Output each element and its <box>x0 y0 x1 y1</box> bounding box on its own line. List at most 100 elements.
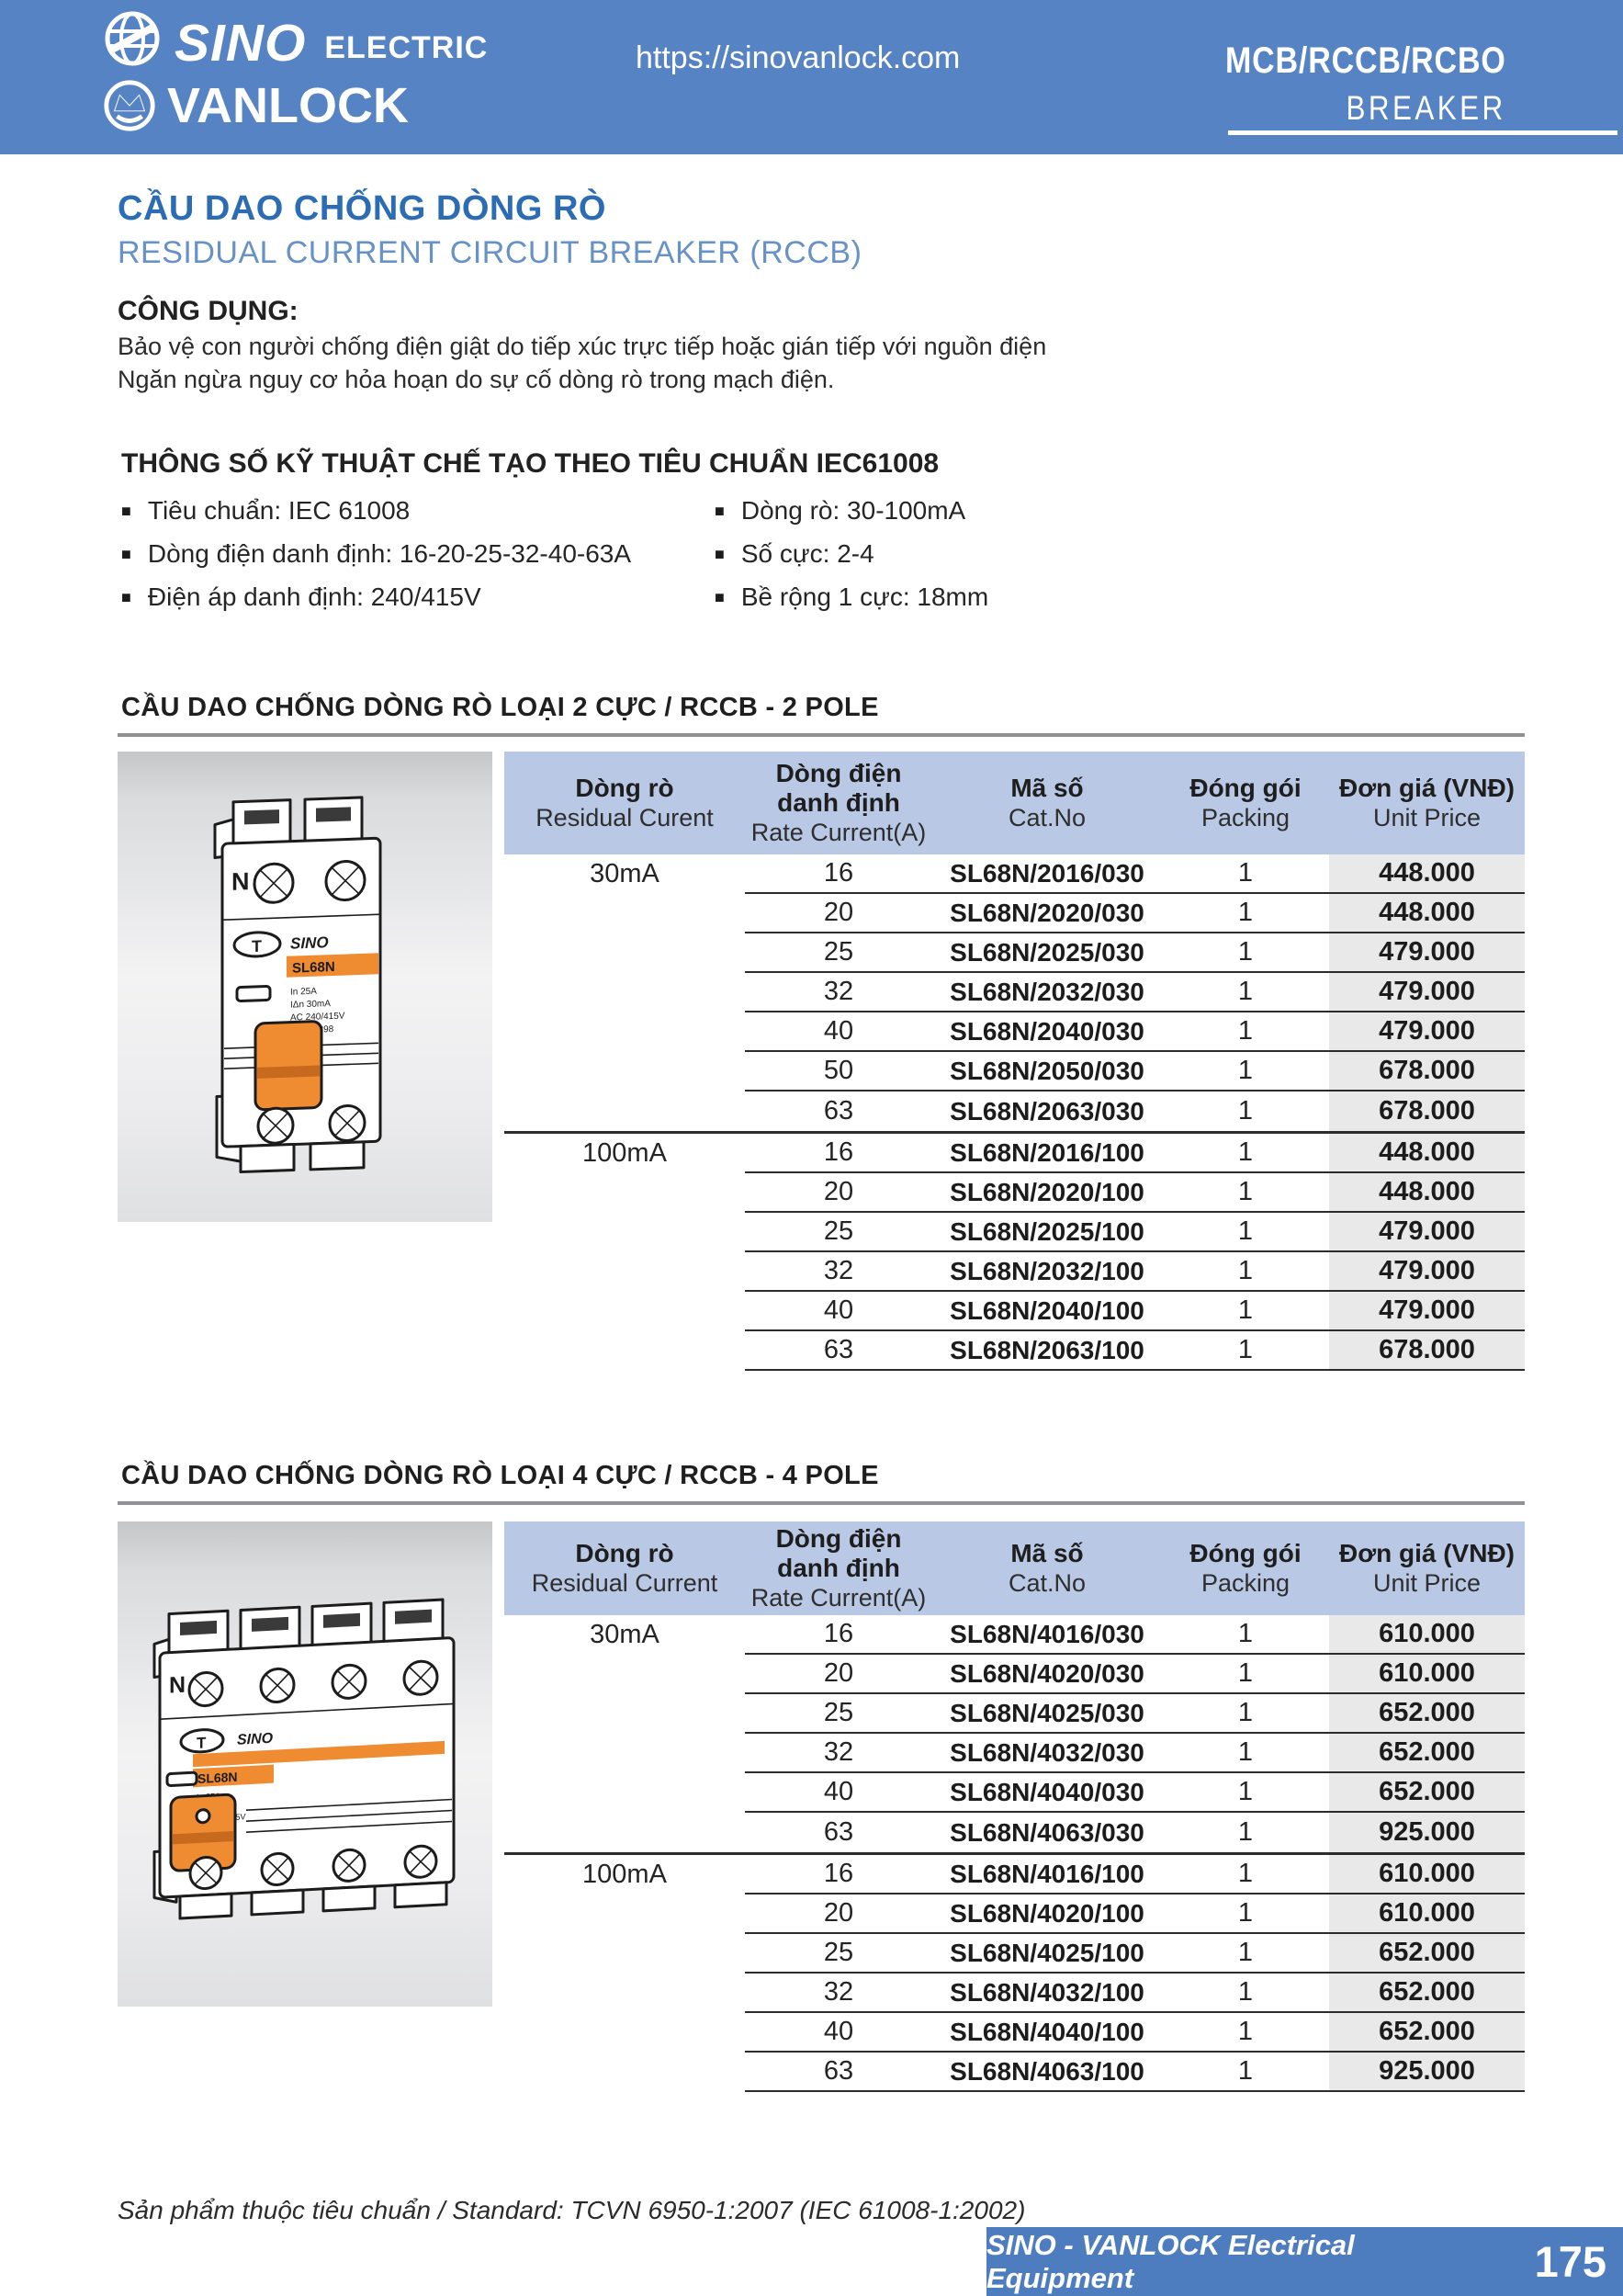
spec-item: ■ Tiêu chuẩn: IEC 61008 <box>121 489 631 532</box>
cell-catno: SL68N/4025/100 <box>950 1938 1144 1967</box>
specs-heading: THÔNG SỐ KỸ THUẬT CHẾ TẠO THEO TIÊU CHUẨ… <box>121 448 940 479</box>
cell-packing: 1 <box>1237 937 1254 967</box>
pole-label: N <box>231 867 249 896</box>
bullet-icon: ■ <box>121 544 131 563</box>
cell-rate: 40 <box>823 1016 854 1046</box>
cell-packing: 1 <box>1237 898 1254 927</box>
vanlock-wordmark: VANLOCK <box>167 78 409 133</box>
table-row: 20 SL68N/4020/100 1 610.000 <box>745 1894 1525 1934</box>
cell-packing: 1 <box>1237 1737 1254 1767</box>
breaker-spec-line: IΔn 30mA <box>290 999 331 1011</box>
table-row: 32 SL68N/4032/100 1 652.000 <box>745 1974 1525 2013</box>
cell-price: 448.000 <box>1329 854 1525 892</box>
column-header-catno: Mã số Cat.No <box>1008 773 1087 831</box>
cell-packing: 1 <box>1237 1256 1254 1285</box>
breaker-model: SL68N <box>197 1770 238 1786</box>
cell-rate: 40 <box>823 2017 854 2046</box>
cell-price: 479.000 <box>1329 1012 1525 1050</box>
page-number: 175 <box>1534 2237 1606 2286</box>
footer-brand: SINO - VANLOCK Electrical Equipment <box>986 2228 1355 2294</box>
cell-catno: SL68N/2032/030 <box>950 977 1144 1006</box>
breaker-2pole-illustration: N T SINO SL68N In 25A IΔn 30mA AC 240/41… <box>213 796 382 1174</box>
breaker-brand: SINO <box>237 1731 274 1748</box>
table-row: 16 SL68N/2016/100 1 448.000 <box>745 1134 1525 1173</box>
cell-rate: 25 <box>823 1216 854 1246</box>
spec-item: ■ Điện áp danh định: 240/415V <box>121 575 631 618</box>
table-row: 25 SL68N/2025/030 1 479.000 <box>745 933 1525 973</box>
cell-rate: 16 <box>823 1859 854 1888</box>
cell-price: 652.000 <box>1329 2013 1525 2051</box>
cell-rate: 25 <box>823 1938 854 1967</box>
spec-list-left: ■ Tiêu chuẩn: IEC 61008 ■ Dòng điện danh… <box>121 489 631 618</box>
svg-text:T: T <box>252 937 262 956</box>
column-header-price: Đơn giá (VNĐ) Unit Price <box>1338 773 1515 831</box>
table-row: 16 SL68N/2016/030 1 448.000 <box>745 854 1525 894</box>
category-subtitle: BREAKER <box>1346 89 1506 127</box>
cell-price: 448.000 <box>1329 894 1525 932</box>
cell-price: 448.000 <box>1329 1134 1525 1171</box>
bullet-icon: ■ <box>715 544 725 563</box>
standard-note: Sản phẩm thuộc tiêu chuẩn / Standard: TC… <box>118 2196 1026 2224</box>
cell-catno: SL68N/4025/030 <box>950 1698 1144 1727</box>
cell-price: 652.000 <box>1329 1734 1525 1771</box>
header-underline <box>1228 130 1617 135</box>
cell-rate: 20 <box>823 1658 854 1688</box>
spec-item: ■ Dòng điện danh định: 16-20-25-32-40-63… <box>121 532 631 575</box>
cell-packing: 1 <box>1237 1817 1254 1847</box>
cell-catno: SL68N/4040/100 <box>950 2017 1144 2046</box>
sino-electric-logo: SINO ELECTRIC <box>101 7 488 70</box>
bullet-icon: ■ <box>715 587 725 606</box>
group-30ma: 30mA 16 SL68N/4016/030 1 610.000 20 SL68… <box>504 1615 1525 1852</box>
cell-price: 610.000 <box>1329 1655 1525 1692</box>
cell-catno: SL68N/2032/100 <box>950 1256 1144 1285</box>
cell-packing: 1 <box>1237 1295 1254 1325</box>
cell-rate: 63 <box>823 1096 854 1125</box>
cell-rate: 20 <box>823 1898 854 1928</box>
table-row: 40 SL68N/4040/030 1 652.000 <box>745 1773 1525 1813</box>
column-header-price: Đơn giá (VNĐ) Unit Price <box>1338 1538 1515 1597</box>
column-header-rate: Dòng điện danh định Rate Current(A) <box>750 758 927 846</box>
cell-price: 678.000 <box>1329 1331 1525 1369</box>
cell-price: 652.000 <box>1329 1694 1525 1732</box>
cell-rate: 40 <box>823 1777 854 1806</box>
table-row: 25 SL68N/2025/100 1 479.000 <box>745 1213 1525 1252</box>
cell-price: 610.000 <box>1329 1855 1525 1893</box>
cell-catno: SL68N/2020/030 <box>950 898 1144 927</box>
spec-item: ■ Dòng rò: 30-100mA <box>715 489 988 532</box>
product-panel-2pole: N T SINO SL68N In 25A IΔn 30mA AC 240/41… <box>118 752 492 1222</box>
group-residual-label: 30mA <box>590 859 659 888</box>
cell-packing: 1 <box>1237 1698 1254 1727</box>
bullet-icon: ■ <box>715 501 725 520</box>
cell-rate: 32 <box>823 1977 854 2007</box>
group-30ma: 30mA 16 SL68N/2016/030 1 448.000 20 SL68… <box>504 854 1525 1131</box>
cell-catno: SL68N/2020/100 <box>950 1177 1144 1206</box>
table-row: 20 SL68N/4020/030 1 610.000 <box>745 1655 1525 1694</box>
usage-heading: CÔNG DỤNG: <box>118 296 299 326</box>
cell-catno: SL68N/2063/030 <box>950 1096 1144 1125</box>
cell-price: 610.000 <box>1329 1615 1525 1653</box>
crown-icon <box>104 80 155 131</box>
usage-line-1: Bảo vệ con người chống điện giật do tiếp… <box>118 333 1047 360</box>
category-title: MCB/RCCB/RCBO <box>1225 40 1506 81</box>
section-title-2pole: CẦU DAO CHỐNG DÒNG RÒ LOẠI 2 CỰC / RCCB … <box>121 693 879 722</box>
breaker-model: SL68N <box>292 959 335 977</box>
breaker-4pole-illustration: N T SINO SL68N In 25A IΔn 30mA AC 240/41… <box>152 1598 456 1920</box>
table-row: 40 SL68N/2040/030 1 479.000 <box>745 1012 1525 1052</box>
header-band: SINO ELECTRIC VANLOCK https://sinovanloc… <box>0 0 1623 154</box>
cell-packing: 1 <box>1237 1177 1254 1206</box>
svg-text:T: T <box>197 1734 207 1752</box>
cell-price: 479.000 <box>1329 933 1525 971</box>
cell-catno: SL68N/2050/030 <box>950 1056 1144 1085</box>
table-row: 63 SL68N/2063/030 1 678.000 <box>745 1091 1525 1131</box>
cell-catno: SL68N/2040/100 <box>950 1295 1144 1325</box>
section-rule <box>118 733 1525 737</box>
cell-rate: 63 <box>823 1817 854 1847</box>
cell-price: 448.000 <box>1329 1173 1525 1211</box>
cell-catno: SL68N/2025/100 <box>950 1216 1144 1246</box>
table-header: Dòng rò Residual Curent Dòng điện danh đ… <box>504 752 1525 854</box>
cell-catno: SL68N/2063/100 <box>950 1335 1144 1364</box>
globe-icon <box>105 11 160 66</box>
cell-packing: 1 <box>1237 1658 1254 1688</box>
cell-price: 652.000 <box>1329 1934 1525 1972</box>
